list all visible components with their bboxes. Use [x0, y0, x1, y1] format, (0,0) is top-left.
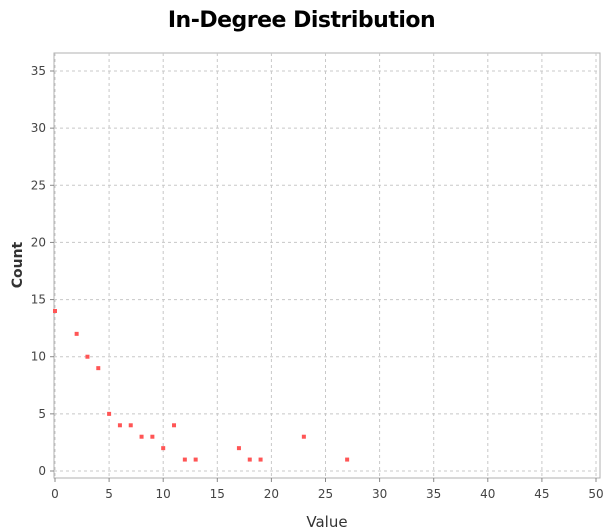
- y-tick-label: 35: [31, 64, 46, 78]
- x-tick-label: 15: [210, 487, 225, 501]
- x-axis-label: Value: [306, 513, 347, 531]
- data-point: [139, 434, 144, 439]
- y-tick-label: 5: [38, 407, 46, 421]
- x-tick-label: 20: [264, 487, 279, 501]
- data-point: [74, 331, 79, 336]
- axis-ticks: 0 5 10 15 20 25 30 35 40 45 50 0 5 10 15 20 25 30 35: [31, 64, 603, 501]
- data-point: [258, 457, 263, 462]
- x-tick-label: 40: [480, 487, 495, 501]
- data-point: [96, 366, 101, 371]
- data-point: [172, 423, 177, 428]
- y-axis-label: Count: [10, 241, 26, 288]
- y-tick-label: 10: [31, 350, 46, 364]
- y-tick-label: 15: [31, 293, 46, 307]
- data-points: [53, 309, 350, 462]
- x-tick-label: 45: [534, 487, 549, 501]
- plot-area: [53, 52, 601, 479]
- y-tick-label: 25: [31, 178, 46, 192]
- data-point: [236, 446, 241, 451]
- chart-title: In-Degree Distribution: [167, 8, 436, 33]
- y-tick-label: 0: [38, 464, 46, 478]
- x-tick-label: 25: [318, 487, 333, 501]
- grid-lines: [54, 53, 600, 478]
- x-tick-label: 10: [156, 487, 171, 501]
- x-tick-label: 5: [105, 487, 113, 501]
- data-point: [193, 457, 198, 462]
- data-point: [247, 457, 252, 462]
- data-point: [117, 423, 122, 428]
- y-tick-label: 30: [31, 121, 46, 135]
- data-point: [85, 354, 90, 359]
- data-point: [182, 457, 187, 462]
- data-point: [107, 411, 112, 416]
- x-tick-label: 50: [588, 487, 603, 501]
- data-point: [150, 434, 155, 439]
- x-tick-label: 35: [426, 487, 441, 501]
- data-point: [345, 457, 350, 462]
- x-tick-label: 30: [372, 487, 387, 501]
- data-point: [161, 446, 166, 451]
- data-point: [128, 423, 133, 428]
- data-point: [53, 309, 57, 313]
- x-tick-label: 0: [51, 487, 59, 501]
- y-tick-label: 20: [31, 235, 46, 249]
- data-point: [301, 434, 306, 439]
